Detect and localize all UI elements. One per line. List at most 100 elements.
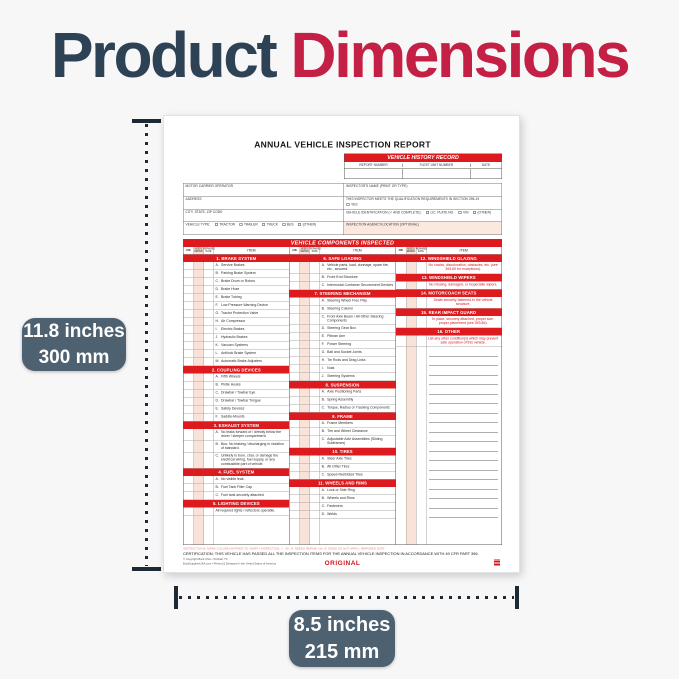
width-dimension-line bbox=[174, 586, 519, 609]
item-text: Steer Axle Tires bbox=[327, 456, 352, 461]
column-header: REPAIRED DATE bbox=[309, 247, 321, 253]
item-text: Steering Gear Box bbox=[327, 326, 356, 331]
info-field: VEHICLE IDENTIFICATION (✓ AND COMPLETE):… bbox=[344, 209, 502, 223]
width-inches: 8.5 inches bbox=[293, 613, 391, 636]
inspection-item-row: B. Front End Structure bbox=[289, 274, 396, 282]
needs-repair-shading bbox=[193, 247, 204, 545]
info-left-column: MOTOR CARRIER OPERATOR ADDRESS CITY, STATE… bbox=[183, 183, 344, 235]
item-letter: A. bbox=[321, 263, 325, 268]
history-entry-cell bbox=[469, 169, 502, 179]
item-text: Fuel tank securely attached bbox=[221, 493, 264, 497]
inspection-item-row: E. Pitman Arm bbox=[289, 333, 396, 341]
height-inches: 11.8 inches bbox=[23, 320, 125, 342]
item-letter: E. bbox=[321, 334, 325, 339]
item-text: Axle Positioning Parts bbox=[327, 390, 362, 394]
info-field: CITY, STATE, ZIP CODE bbox=[183, 209, 344, 223]
item-letter: C. bbox=[215, 493, 220, 497]
inspection-item-row: A. Vehicle parts, load, dunnage, spare ti… bbox=[289, 262, 396, 274]
original-stamp: ORIGINAL bbox=[324, 559, 361, 567]
column-header: REPAIRED DATE bbox=[203, 247, 215, 253]
info-field: THIS INSPECTOR MEETS THE QUALIFICATION R… bbox=[344, 196, 502, 210]
inspection-item-row: I. Electric Brakes bbox=[183, 326, 290, 334]
history-column-header: FLEET UNIT NUMBER bbox=[402, 163, 469, 167]
inspection-item-row: E. Brake Tubing bbox=[183, 294, 290, 302]
inspection-item-row: A. Lock or Side Ring bbox=[289, 487, 396, 495]
group-column-headers: OK NEEDS REPAIR REPAIRED DATE ITEM bbox=[289, 247, 396, 255]
section-header: 4. FUEL SYSTEM bbox=[183, 468, 290, 476]
item-text: All required lights / reflectors operabl… bbox=[215, 508, 276, 513]
checkbox-icon bbox=[239, 223, 243, 227]
inspection-item-row: B. Pintle Hooks bbox=[183, 382, 290, 390]
item-letter: C. bbox=[321, 504, 326, 508]
write-in-line bbox=[428, 509, 498, 518]
info-field-label: VEHICLE IDENTIFICATION (✓ AND COMPLETE): bbox=[346, 210, 422, 215]
write-in-line bbox=[428, 499, 498, 509]
item-letter: G. bbox=[215, 311, 220, 316]
inspection-item-row: C. Fuel tank securely attached bbox=[183, 492, 290, 500]
item-text: Vacuum Systems bbox=[221, 343, 248, 348]
item-text: Unlikely to burn, char, or damage the el… bbox=[221, 454, 279, 466]
info-field-label: VEHICLE TYPE: bbox=[185, 223, 211, 227]
info-field: INSPECTION AGENCY/LOCATION (OPTIONAL) bbox=[344, 222, 502, 235]
copyright-line-1: © Copyright Buck USA • Tomball, TX bbox=[183, 558, 228, 561]
inspection-item-row: H. Air Compressor bbox=[183, 318, 290, 326]
column-divider bbox=[425, 247, 427, 545]
info-field-label: MOTOR CARRIER OPERATOR bbox=[185, 184, 234, 189]
item-text: Hydraulic Brakes bbox=[221, 335, 248, 340]
checkbox-label: (OTHER) bbox=[477, 210, 492, 215]
inspection-item-row: J. Hydraulic Brakes bbox=[183, 334, 290, 342]
item-text: Brake Drum or Rotors bbox=[221, 279, 256, 284]
item-text: No visible leak. bbox=[221, 477, 245, 481]
item-letter: K. bbox=[215, 343, 219, 348]
item-text: Front Axle Beam / All Other Steering Com… bbox=[327, 314, 384, 323]
checkbox-option: BUS bbox=[282, 223, 294, 227]
write-in-line bbox=[428, 414, 498, 423]
item-text: Adjustable Axle Assemblies (Sliding Subf… bbox=[327, 437, 383, 446]
item-letter: B. bbox=[321, 429, 325, 434]
checkbox-label: TRACTOR bbox=[219, 223, 235, 227]
item-text: Fuel Tank Filler Cap bbox=[221, 485, 253, 489]
info-field-label: THIS INSPECTOR MEETS THE QUALIFICATION R… bbox=[346, 197, 480, 201]
section-header: 1. BRAKE SYSTEM bbox=[183, 254, 290, 262]
item-text: Steering Column bbox=[327, 306, 354, 311]
section-header: 10. TIRES bbox=[289, 447, 396, 456]
title-word-product: Product bbox=[50, 19, 278, 91]
inspection-item-row: C. Drawbar / Towbar Eye bbox=[183, 390, 290, 398]
item-letter: I. bbox=[321, 366, 324, 371]
item-text: Pintle Hooks bbox=[221, 383, 241, 387]
checkbox-option: (OTHER) bbox=[298, 223, 316, 227]
inspection-item-row: L. Antilock Brake System bbox=[183, 350, 290, 358]
write-in-line bbox=[428, 490, 498, 499]
column-header: ITEM bbox=[459, 248, 468, 253]
item-text: Automatic Brake Adjusters bbox=[221, 359, 263, 364]
section-header: 14. MOTORCOACH SEATS bbox=[395, 289, 502, 297]
dimension-line-endcap bbox=[174, 586, 178, 609]
inspection-item-row: A. Service Brakes bbox=[183, 262, 290, 270]
height-mm: 300 mm bbox=[38, 346, 110, 368]
write-in-line bbox=[428, 423, 498, 433]
history-entry-cell bbox=[345, 169, 403, 179]
checkbox-icon bbox=[214, 223, 218, 227]
item-letter: F. bbox=[215, 415, 219, 419]
item-letter: D. bbox=[321, 326, 326, 331]
field-options: LIC. PLATE NO. VIN (OTHER) bbox=[421, 210, 492, 215]
item-text: Saddle-Mounts bbox=[221, 415, 245, 419]
checkbox-option: VIN bbox=[458, 210, 468, 214]
item-text: Fasteners bbox=[327, 504, 343, 508]
item-letter: A. bbox=[321, 298, 325, 303]
column-divider bbox=[415, 247, 417, 545]
item-text: Drawbar / Towbar Tongue bbox=[221, 399, 261, 403]
checkbox-label: TRAILER bbox=[243, 223, 258, 227]
brand-logo bbox=[493, 558, 501, 568]
inspection-item-row: B. Spring Assembly bbox=[289, 397, 396, 405]
item-text: Service Brakes bbox=[221, 263, 245, 268]
inspection-item-row: A. Frame Members bbox=[289, 420, 396, 428]
group-column-headers: OK NEEDS REPAIR REPAIRED DATE ITEM bbox=[183, 247, 290, 255]
history-table-title: VEHICLE HISTORY RECORD bbox=[344, 154, 502, 162]
item-text: Steering Wheel Free Play bbox=[327, 298, 368, 303]
inspection-item-row: G. Tractor Protection Valve bbox=[183, 310, 290, 318]
section-header: 12. WINDSHIELD GLAZING bbox=[395, 254, 502, 262]
item-letter: B. bbox=[321, 306, 325, 311]
item-text: Low Pressure Warning Device bbox=[221, 303, 268, 308]
